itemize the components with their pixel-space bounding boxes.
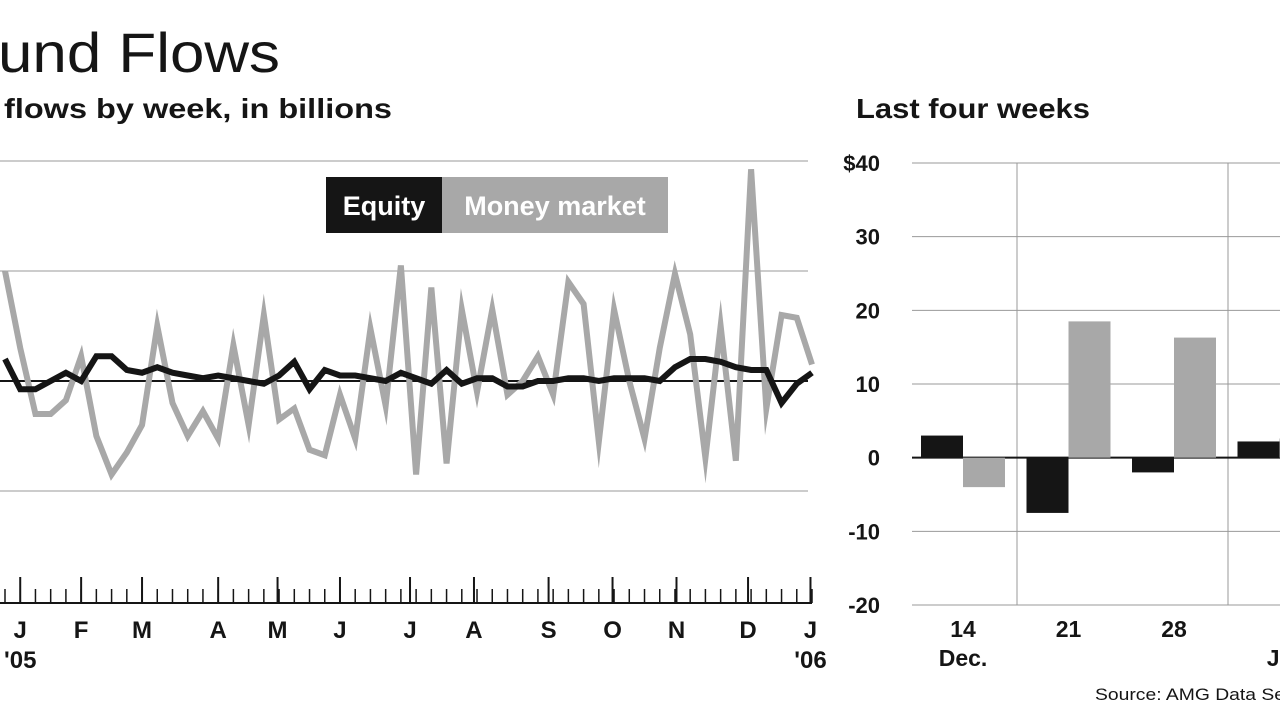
legend-label: Money market <box>464 191 646 221</box>
y-tick-label: $40 <box>843 151 880 176</box>
legend-swatch <box>442 177 668 233</box>
y-tick-label: -20 <box>848 593 880 618</box>
x-tick-label: M <box>268 617 288 644</box>
source-note: Source: AMG Data Se <box>1095 685 1280 704</box>
x-tick-label: 28 <box>1161 616 1187 642</box>
bar <box>963 457 1005 488</box>
bar <box>921 435 963 458</box>
x-tick-label: O <box>603 617 622 644</box>
x-tick-label: A <box>465 617 482 644</box>
x-sublabel: Ja <box>1267 645 1280 671</box>
y-tick-label: 10 <box>856 372 880 397</box>
x-tick-label: D <box>739 617 756 644</box>
x-sublabel: Dec. <box>939 645 988 671</box>
legend-label: Equity <box>343 191 426 221</box>
chart-subtitle: flows by week, in billions <box>4 93 392 124</box>
y-tick-label: 30 <box>856 225 880 250</box>
x-tick-label: J <box>403 617 416 644</box>
data-line <box>2 353 814 409</box>
y-tick-label: -10 <box>848 519 880 544</box>
x-tick-label: S <box>541 617 557 644</box>
year-label: '06 <box>794 647 826 674</box>
x-tick-label: A <box>209 617 226 644</box>
chart-title: und Flows <box>0 21 280 84</box>
legend-swatch <box>326 177 442 233</box>
x-tick-label: J <box>333 617 346 644</box>
data-line <box>2 169 815 484</box>
x-tick-label: J <box>14 617 27 644</box>
bar <box>1068 321 1111 458</box>
y-tick-label: 0 <box>868 446 880 471</box>
x-tick-label: 21 <box>1056 616 1082 642</box>
chart-title: Last four weeks <box>856 93 1090 124</box>
x-tick-label: M <box>132 617 152 644</box>
bar <box>1026 457 1069 513</box>
bar <box>1174 337 1216 458</box>
year-label: '05 <box>4 647 36 674</box>
y-tick-label: 20 <box>856 298 880 323</box>
bar <box>1132 457 1174 473</box>
x-tick-label: 14 <box>950 616 976 642</box>
x-tick-label: F <box>74 617 89 644</box>
bar <box>1237 441 1280 458</box>
x-tick-label: N <box>668 617 685 644</box>
x-tick-label: J <box>804 617 817 644</box>
